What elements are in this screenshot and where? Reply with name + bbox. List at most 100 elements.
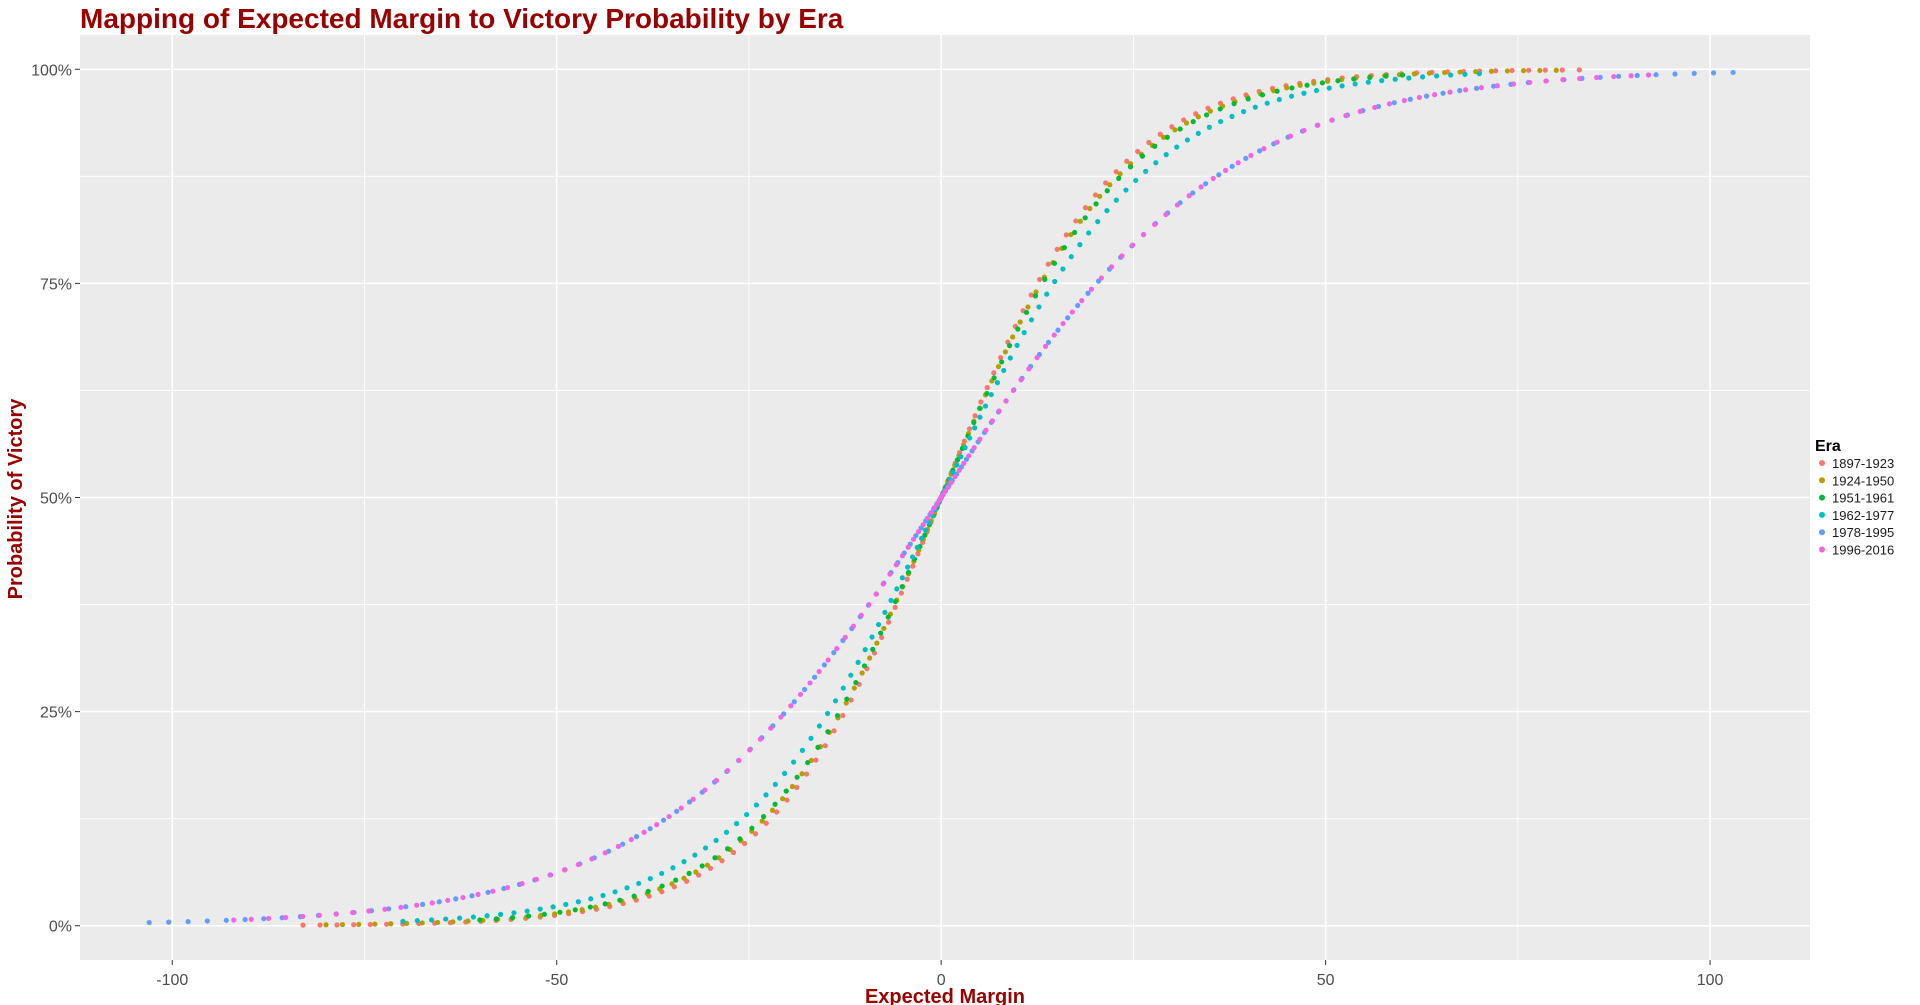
data-point	[1420, 74, 1426, 80]
data-point	[772, 781, 778, 787]
data-point	[816, 668, 822, 675]
data-point	[887, 571, 893, 577]
data-point	[1014, 342, 1020, 348]
data-point	[713, 837, 719, 843]
data-point	[686, 799, 693, 805]
data-point	[1276, 96, 1282, 103]
data-point	[998, 354, 1004, 361]
data-point	[435, 919, 441, 926]
legend-key	[1819, 511, 1825, 518]
data-point	[1447, 89, 1453, 95]
data-point	[1028, 292, 1034, 298]
data-point	[572, 907, 578, 913]
data-point	[1044, 291, 1050, 297]
y-tick-label: 50%	[40, 491, 72, 508]
data-point	[879, 634, 885, 641]
data-point	[905, 569, 912, 576]
data-point	[703, 845, 709, 851]
data-point	[1079, 298, 1085, 304]
legend-items: 1897-1923 1924-1950 1951-1961 1962-1977 1978…	[1819, 456, 1894, 558]
data-point	[602, 901, 608, 907]
data-point	[1152, 143, 1158, 149]
data-point	[1028, 317, 1035, 323]
data-point	[1063, 232, 1069, 238]
data-point	[1235, 160, 1241, 166]
data-point	[261, 916, 267, 922]
data-point	[952, 474, 958, 480]
data-point	[557, 909, 563, 915]
data-point	[633, 834, 640, 840]
data-point	[909, 554, 916, 560]
data-point	[803, 771, 810, 777]
data-point	[1195, 130, 1201, 136]
data-point	[641, 829, 647, 835]
data-point	[1231, 101, 1237, 107]
data-point	[1206, 124, 1212, 130]
data-point	[1216, 172, 1222, 178]
data-point	[678, 805, 684, 811]
data-point	[812, 674, 818, 680]
data-point	[1045, 261, 1051, 267]
data-point	[1628, 73, 1634, 79]
data-point	[958, 454, 964, 460]
data-point	[477, 917, 483, 923]
data-point	[1710, 70, 1717, 76]
x-tick-label: -100	[156, 972, 188, 989]
data-point	[1097, 193, 1103, 199]
data-point	[797, 691, 804, 697]
data-point	[620, 841, 626, 847]
legend-label: 1897-1923	[1832, 456, 1894, 471]
data-point	[1034, 355, 1040, 361]
data-point	[1143, 168, 1149, 174]
legend-label: 1924-1950	[1832, 473, 1894, 488]
data-point	[519, 881, 525, 887]
data-point	[861, 663, 868, 669]
data-point	[1124, 158, 1130, 164]
data-point	[920, 522, 926, 528]
data-point	[575, 899, 581, 905]
legend-title: Era	[1815, 438, 1841, 455]
y-tick-label: 75%	[40, 276, 72, 293]
data-point	[866, 601, 872, 608]
data-point	[334, 922, 340, 928]
data-point	[300, 922, 306, 928]
data-point	[615, 843, 621, 849]
data-point	[1032, 293, 1039, 299]
data-point	[504, 884, 511, 891]
data-point	[1284, 85, 1290, 91]
data-point	[524, 908, 530, 914]
data-point	[384, 921, 390, 927]
data-point	[712, 855, 718, 861]
data-point	[1036, 304, 1042, 310]
data-point	[1164, 134, 1170, 140]
data-point	[636, 880, 642, 887]
data-point	[880, 581, 886, 587]
data-point	[805, 759, 811, 766]
data-point	[945, 484, 951, 490]
data-point	[1017, 319, 1023, 325]
data-point	[991, 375, 997, 381]
y-tick-label: 0%	[49, 919, 72, 936]
data-point	[624, 885, 630, 891]
data-point	[1274, 139, 1280, 145]
data-point	[759, 818, 765, 824]
data-point	[876, 621, 882, 628]
data-point	[231, 917, 237, 923]
data-point	[1577, 75, 1583, 82]
data-point	[942, 489, 948, 495]
data-point	[744, 811, 750, 818]
data-point	[659, 870, 665, 877]
data-point	[1116, 175, 1122, 181]
data-point	[185, 918, 191, 925]
data-point	[669, 881, 675, 887]
data-point	[647, 826, 653, 832]
data-point	[1537, 67, 1543, 74]
data-point	[1392, 76, 1398, 82]
data-point	[469, 893, 475, 899]
data-point	[1172, 127, 1178, 133]
data-point	[910, 536, 917, 542]
legend-key	[1819, 546, 1825, 553]
data-point	[550, 904, 556, 910]
data-point	[382, 906, 388, 912]
data-point	[1082, 215, 1088, 221]
